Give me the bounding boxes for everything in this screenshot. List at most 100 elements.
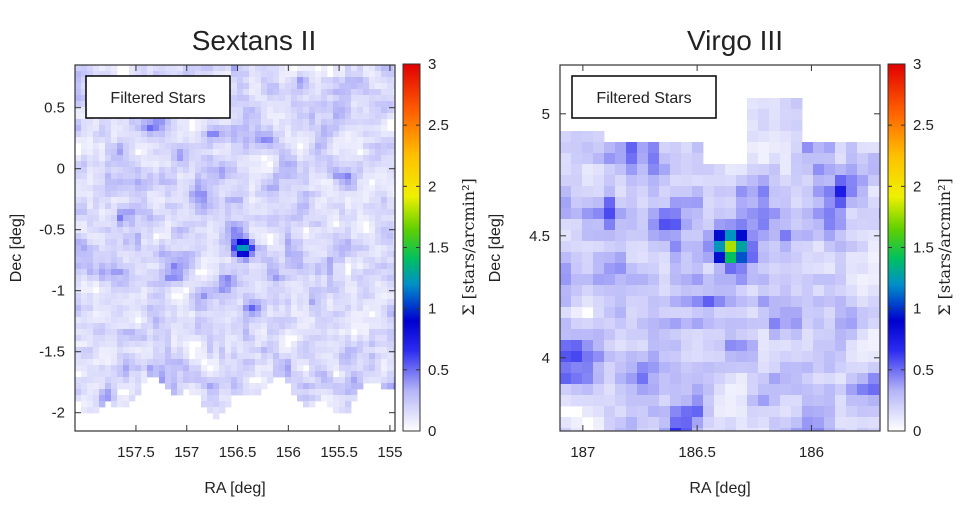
heatmap-cell: [769, 384, 781, 396]
heatmap-cell: [291, 101, 298, 108]
heatmap-cell: [333, 173, 340, 180]
heatmap-cell: [105, 353, 112, 360]
heatmap-cell: [249, 203, 256, 210]
heatmap-cell: [758, 131, 770, 143]
heatmap-cell: [189, 149, 196, 156]
heatmap-cell: [261, 119, 268, 126]
heatmap-cell: [243, 77, 250, 84]
heatmap-cell: [261, 185, 268, 192]
heatmap-cell: [255, 263, 262, 270]
heatmap-cell: [147, 125, 154, 132]
heatmap-cell: [237, 287, 244, 294]
heatmap-cell: [835, 175, 847, 187]
heatmap-cell: [725, 241, 737, 253]
heatmap-cell: [135, 299, 142, 306]
heatmap-cell: [604, 274, 616, 286]
heatmap-cell: [780, 219, 792, 231]
heatmap-cell: [165, 359, 172, 366]
heatmap-cell: [333, 179, 340, 186]
heatmap-cell: [291, 161, 298, 168]
heatmap-cell: [813, 351, 825, 363]
heatmap-cell: [345, 239, 352, 246]
heatmap-cell: [177, 239, 184, 246]
heatmap-cell: [303, 71, 310, 78]
heatmap-cell: [243, 221, 250, 228]
heatmap-cell: [159, 191, 166, 198]
heatmap-cell: [303, 95, 310, 102]
heatmap-cell: [824, 384, 836, 396]
heatmap-cell: [339, 83, 346, 90]
heatmap-cell: [273, 365, 280, 372]
heatmap-cell: [339, 161, 346, 168]
heatmap-cell: [345, 317, 352, 324]
heatmap-cell: [255, 317, 262, 324]
heatmap-cell: [357, 173, 364, 180]
heatmap-cell: [560, 241, 572, 253]
y-tick-label: 4: [542, 350, 550, 367]
heatmap-cell: [141, 203, 148, 210]
heatmap-cell: [237, 113, 244, 120]
heatmap-cell: [105, 341, 112, 348]
heatmap-cell: [273, 95, 280, 102]
heatmap-cell: [813, 263, 825, 275]
heatmap-cell: [207, 65, 214, 72]
heatmap-cell: [758, 241, 770, 253]
heatmap-cell: [165, 335, 172, 342]
heatmap-cell: [129, 125, 136, 132]
heatmap-cell: [780, 153, 792, 165]
heatmap-cell: [327, 389, 334, 396]
heatmap-cell: [273, 191, 280, 198]
heatmap-cell: [381, 143, 388, 150]
heatmap-cell: [560, 395, 572, 407]
heatmap-cell: [87, 191, 94, 198]
heatmap-cell: [237, 371, 244, 378]
heatmap-cell: [345, 347, 352, 354]
heatmap-cell: [363, 203, 370, 210]
heatmap-cell: [393, 149, 395, 156]
heatmap-cell: [321, 143, 328, 150]
heatmap-cell: [868, 186, 880, 198]
heatmap-cell: [111, 377, 118, 384]
heatmap-cell: [81, 281, 88, 288]
heatmap-cell: [201, 383, 208, 390]
heatmap-cell: [393, 221, 395, 228]
heatmap-cell: [195, 185, 202, 192]
heatmap-cell: [626, 197, 638, 209]
heatmap-cell: [604, 340, 616, 352]
heatmap-cell: [297, 293, 304, 300]
heatmap-cell: [201, 287, 208, 294]
heatmap-cell: [231, 161, 238, 168]
heatmap-cell: [857, 153, 869, 165]
heatmap-cell: [387, 335, 394, 342]
heatmap-cell: [670, 142, 682, 154]
heatmap-cell: [117, 353, 124, 360]
heatmap-cell: [201, 311, 208, 318]
heatmap-cell: [369, 95, 376, 102]
heatmap-cell: [725, 252, 737, 264]
heatmap-cell: [327, 155, 334, 162]
heatmap-cell: [207, 299, 214, 306]
heatmap-cell: [231, 263, 238, 270]
heatmap-cell: [659, 208, 671, 220]
heatmap-cell: [387, 245, 394, 252]
heatmap-cell: [327, 263, 334, 270]
colorbar-tick-label: 3: [428, 56, 436, 73]
heatmap-cell: [297, 377, 304, 384]
heatmap-cell: [75, 269, 82, 276]
heatmap-cell: [593, 384, 605, 396]
heatmap-cell: [231, 173, 238, 180]
heatmap-cell: [345, 377, 352, 384]
heatmap-cell: [291, 329, 298, 336]
heatmap-cell: [141, 233, 148, 240]
heatmap-cell: [75, 347, 82, 354]
heatmap-cell: [387, 161, 394, 168]
heatmap-cell: [375, 353, 382, 360]
heatmap-cell: [791, 208, 803, 220]
heatmap-cell: [147, 209, 154, 216]
heatmap-cell: [273, 65, 280, 72]
heatmap-cell: [249, 83, 256, 90]
chart-title: Sextans II: [192, 25, 317, 56]
heatmap-cell: [351, 173, 358, 180]
heatmap-cell: [315, 173, 322, 180]
heatmap-cell: [725, 395, 737, 407]
